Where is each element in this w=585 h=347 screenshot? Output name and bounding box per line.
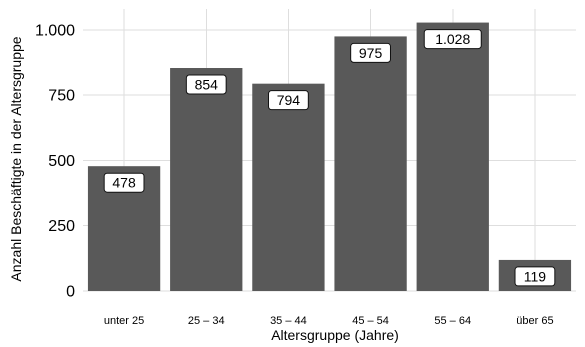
data-label: 119 bbox=[514, 266, 556, 287]
bar bbox=[252, 83, 325, 291]
data-label: 794 bbox=[268, 90, 309, 111]
data-label: 478 bbox=[103, 172, 145, 193]
x-tick-label: 35 – 44 bbox=[270, 315, 307, 327]
bar bbox=[170, 68, 243, 291]
data-label-box bbox=[423, 29, 482, 50]
y-axis-ticks: 0 250 500 750 1.000 bbox=[35, 22, 75, 300]
data-label: 975 bbox=[350, 42, 391, 63]
x-tick-label: 45 – 54 bbox=[352, 315, 389, 327]
data-label-text: 854 bbox=[195, 77, 219, 93]
data-label-text: 478 bbox=[112, 175, 136, 191]
data-labels-layer: 478 854 794 975 1.028 119 bbox=[103, 29, 556, 287]
bar bbox=[416, 22, 489, 291]
data-label-box bbox=[514, 266, 556, 287]
y-axis-label: Anzahl Beschäftigte in der Altersgruppe bbox=[8, 36, 24, 281]
bars-layer bbox=[87, 22, 572, 291]
data-label-box bbox=[350, 42, 391, 63]
data-label-text: 1.028 bbox=[435, 31, 470, 47]
x-tick-label: unter 25 bbox=[104, 315, 144, 327]
x-axis-ticks: unter 25 25 – 34 35 – 44 45 – 54 55 – 64 über… bbox=[104, 315, 554, 327]
data-label: 854 bbox=[185, 74, 227, 95]
y-tick-label: 1.000 bbox=[35, 22, 75, 39]
y-tick-label: 0 bbox=[66, 284, 75, 301]
y-tick-label: 250 bbox=[48, 218, 75, 235]
y-tick-label: 750 bbox=[48, 88, 75, 105]
data-label-box bbox=[185, 74, 227, 95]
x-tick-label: 55 – 64 bbox=[434, 315, 471, 327]
x-axis-label: Altersgruppe (Jahre) bbox=[271, 327, 399, 343]
data-label-box bbox=[268, 90, 309, 111]
data-label-text: 119 bbox=[524, 268, 547, 284]
data-label: 1.028 bbox=[423, 29, 482, 50]
x-tick-label: über 65 bbox=[516, 315, 553, 327]
bar bbox=[334, 36, 407, 291]
data-label-box bbox=[103, 172, 145, 193]
data-label-text: 794 bbox=[277, 92, 301, 108]
y-tick-label: 500 bbox=[48, 153, 75, 170]
data-label-text: 975 bbox=[359, 45, 383, 61]
x-tick-label: 25 – 34 bbox=[188, 315, 225, 327]
